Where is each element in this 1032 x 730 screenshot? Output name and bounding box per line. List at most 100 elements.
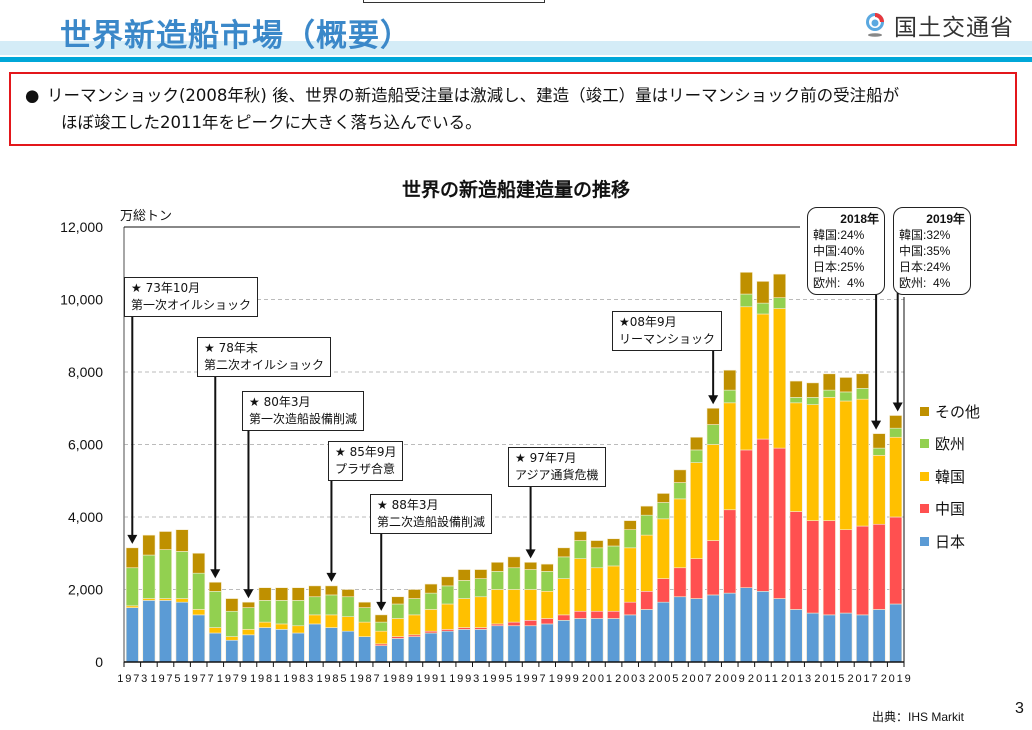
page-title: 世界新造船市場（概要） — [60, 18, 412, 54]
bar-segment-2015-日本 — [822, 614, 836, 663]
x-tick-label: 1981 — [250, 673, 280, 685]
bar-segment-2015-欧州 — [822, 389, 836, 398]
bar-segment-1993-その他 — [457, 569, 471, 581]
page-number: 3 — [1015, 700, 1024, 717]
bar-segment-2019-日本 — [889, 603, 903, 663]
bar-segment-2012-中国 — [773, 447, 786, 599]
bar-segment-1982-欧州 — [275, 600, 289, 625]
bar-segment-1987-韓国 — [358, 621, 372, 637]
bar-segment-1979-欧州 — [225, 610, 239, 637]
bar-segment-1980-韓国 — [242, 629, 255, 636]
annotation-date: ★ 80年3月 — [249, 395, 311, 409]
bar-segment-1983-韓国 — [291, 625, 305, 634]
bar-segment-2010-その他 — [739, 272, 753, 295]
bar-segment-2007-欧州 — [690, 449, 703, 463]
bar-segment-1992-韓国 — [441, 603, 455, 630]
bar-segment-1978-欧州 — [208, 591, 222, 628]
bar-segment-2003-その他 — [623, 520, 637, 530]
legend-label: 韓国 — [935, 467, 966, 486]
legend: その他 欧州 韓国 中国 日本 — [920, 395, 980, 558]
bar-segment-2016-欧州 — [839, 391, 853, 402]
bar-segment-1975-日本 — [159, 600, 172, 663]
bar-segment-1994-欧州 — [474, 578, 488, 598]
y-axis-unit: 万総トン — [120, 209, 173, 224]
bar-segment-2003-中国 — [623, 601, 637, 616]
arrow-head-icon — [127, 534, 138, 544]
y-tick-label: 4,000 — [68, 509, 103, 525]
bar-segment-1987-日本 — [358, 636, 372, 663]
legend-swatch-china — [920, 504, 929, 514]
bar-segment-2011-日本 — [756, 591, 770, 663]
share-box-2018年: 2018年 韓国:24% 中国:40% 日本:25% 欧州: 4% — [807, 207, 885, 295]
bar-segment-1976-その他 — [175, 529, 189, 552]
bar-segment-2011-中国 — [756, 438, 770, 592]
legend-label: 日本 — [935, 532, 966, 551]
bar-segment-1979-韓国 — [225, 636, 239, 641]
bar-segment-2000-日本 — [573, 618, 587, 663]
bar-segment-1981-日本 — [258, 627, 272, 663]
bar-segment-2009-欧州 — [723, 389, 737, 404]
bars — [125, 272, 903, 663]
bar-segment-1988-その他 — [374, 614, 388, 623]
x-tick-label: 2005 — [648, 673, 678, 685]
bar-segment-1993-欧州 — [457, 580, 471, 599]
x-axis-ticks: 1973 1975 1977 1979 1981 1983 1985 1987 1989 1991… — [117, 662, 911, 685]
annotation-event: プラザ合意 — [335, 462, 396, 476]
bar-segment-1984-韓国 — [308, 614, 322, 625]
bar-segment-1988-欧州 — [374, 621, 388, 632]
bar-segment-2003-日本 — [623, 614, 637, 663]
bar-segment-1987-欧州 — [358, 607, 372, 623]
bar-segment-2016-その他 — [839, 377, 853, 393]
x-tick-label: 1977 — [184, 673, 214, 685]
bar-segment-2006-日本 — [673, 596, 687, 663]
bar-segment-2012-韓国 — [773, 308, 786, 449]
y-tick-label: 2,000 — [68, 582, 103, 598]
bar-segment-1997-韓国 — [524, 589, 538, 621]
bar-segment-1990-その他 — [407, 589, 421, 599]
bar-segment-1990-欧州 — [407, 598, 421, 616]
annotation-event: リーマンショック — [619, 332, 716, 346]
bar-segment-2011-その他 — [756, 281, 770, 304]
bar-segment-1997-日本 — [524, 625, 538, 663]
arrow-head-icon — [525, 549, 536, 559]
bar-segment-2013-韓国 — [789, 402, 803, 512]
bar-segment-1995-その他 — [490, 562, 504, 572]
x-tick-label: 2015 — [814, 673, 844, 685]
bar-segment-1981-欧州 — [258, 600, 272, 623]
summary-line-2: ほぼ竣工した2011年をピークに大きく落ち込んでいる。 — [61, 113, 482, 132]
annotation-box: ★ 73年10月 第一次オイルショック — [124, 277, 259, 317]
bar-segment-2004-日本 — [640, 609, 654, 663]
share-box-2019年: 2019年 韓国:32% 中国:35% 日本:24% 欧州: 4% — [893, 207, 971, 295]
bar-segment-1995-日本 — [490, 625, 504, 663]
bar-segment-2002-韓国 — [607, 565, 621, 612]
bar-segment-2012-欧州 — [773, 297, 786, 309]
bar-segment-2004-韓国 — [640, 534, 654, 592]
bar-segment-2006-中国 — [673, 567, 687, 598]
bar-segment-2007-韓国 — [690, 462, 703, 559]
annotation-box: ★ 88年3月 第二次造船設備削減 — [370, 494, 493, 534]
legend-swatch-europe — [920, 439, 929, 449]
bar-segment-2006-欧州 — [673, 482, 687, 500]
bar-segment-2008-欧州 — [706, 424, 720, 445]
ministry-logo: 国土交通省 — [864, 8, 1014, 42]
bar-segment-1992-その他 — [441, 576, 455, 587]
bar-segment-1993-日本 — [457, 629, 471, 663]
bar-segment-2000-中国 — [573, 610, 587, 619]
bar-segment-2013-中国 — [789, 511, 803, 610]
legend-item-korea: 韓国 — [920, 460, 980, 493]
x-tick-label: 2011 — [748, 673, 778, 685]
y-tick-label: 8,000 — [68, 364, 103, 380]
x-tick-label: 1983 — [283, 673, 313, 685]
bar-segment-1985-韓国 — [325, 614, 338, 628]
bar-segment-2012-その他 — [773, 273, 786, 298]
legend-swatch-korea — [920, 471, 929, 481]
bar-segment-2001-その他 — [590, 540, 604, 549]
bar-segment-1974-日本 — [142, 600, 156, 663]
bar-segment-2018-中国 — [872, 523, 886, 610]
bar-segment-2017-韓国 — [856, 398, 869, 527]
bar-segment-1996-日本 — [507, 625, 521, 663]
bar-segment-1978-韓国 — [208, 627, 222, 634]
share-line: 韓国:24% — [813, 228, 865, 242]
bar-segment-1998-欧州 — [540, 571, 554, 592]
bar-segment-1989-韓国 — [391, 618, 405, 637]
